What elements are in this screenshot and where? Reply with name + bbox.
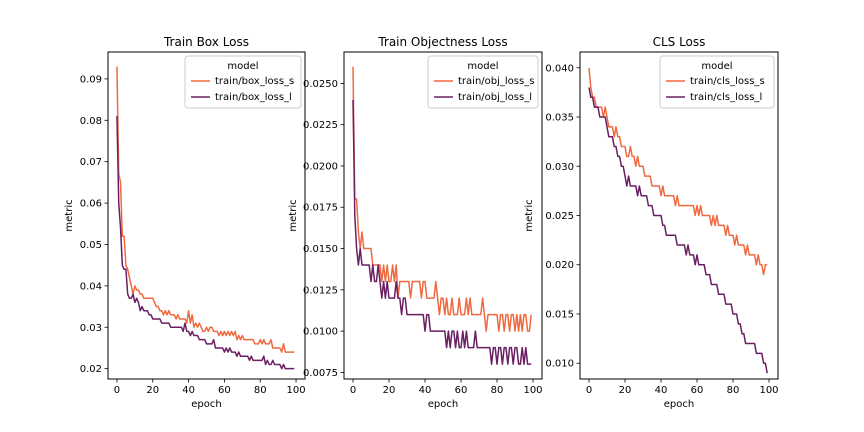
x-tick-label: 20 — [383, 385, 396, 396]
x-tick-label: 0 — [350, 385, 356, 396]
x-tick-label: 40 — [419, 385, 432, 396]
y-tick-label: 0.0200 — [303, 161, 338, 172]
y-tick-label: 0.02 — [80, 364, 102, 375]
y-tick-label: 0.025 — [545, 211, 574, 222]
y-tick-label: 0.08 — [80, 116, 102, 127]
y-tick-label: 0.0125 — [303, 285, 338, 296]
x-tick-label: 0 — [586, 385, 592, 396]
x-axis-label: epoch — [428, 399, 458, 410]
y-axis-label: metric — [288, 199, 299, 231]
y-tick-label: 0.040 — [545, 63, 574, 74]
chart-2: 0 20 40 60 80 100 0.0075 0.0100 0.0125 0.0150 0.01… — [288, 35, 543, 410]
x-tick-label: 0 — [114, 385, 120, 396]
plot-area-frame — [107, 51, 306, 380]
y-tick-label: 0.0150 — [303, 244, 338, 255]
legend-box — [184, 55, 302, 109]
x-tick-label: 100 — [523, 385, 542, 396]
legend-entry-label: train/obj_loss_l — [458, 92, 532, 103]
x-tick-label: 80 — [254, 385, 267, 396]
y-tick-label: 0.04 — [80, 281, 102, 292]
y-tick-label: 0.0250 — [303, 79, 338, 90]
x-tick-label: 80 — [727, 385, 740, 396]
y-tick-label: 0.035 — [545, 113, 574, 124]
series-line-1 — [116, 66, 295, 353]
series-line-1 — [352, 66, 532, 332]
x-axis-label: epoch — [664, 399, 694, 410]
x-tick-label: 20 — [619, 385, 632, 396]
legend-entry-label: train/obj_loss_s — [458, 76, 534, 87]
y-tick-label: 0.09 — [80, 74, 102, 85]
y-tick-label: 0.0175 — [303, 203, 338, 214]
y-tick-label: 0.010 — [545, 359, 574, 370]
y-tick-label: 0.03 — [80, 323, 102, 334]
y-tick-label: 0.015 — [545, 309, 574, 320]
x-tick-label: 60 — [218, 385, 231, 396]
x-tick-label: 20 — [146, 385, 159, 396]
x-axis-label: epoch — [191, 399, 221, 410]
chart-title: CLS Loss — [653, 35, 706, 49]
chart-title: Train Objectness Loss — [377, 35, 507, 49]
x-tick-label: 60 — [455, 385, 468, 396]
series-line-2 — [116, 116, 295, 370]
legend-entry-label: train/box_loss_s — [215, 76, 294, 87]
x-tick-label: 100 — [286, 385, 305, 396]
legend-title: model — [701, 61, 732, 72]
chart-title: Train Box Loss — [163, 35, 249, 49]
legend: model train/box_loss_s train/box_loss_l — [184, 55, 302, 109]
legend-box — [659, 55, 775, 109]
legend-entry-label: train/cls_loss_s — [690, 76, 765, 87]
y-axis-label: metric — [64, 199, 75, 231]
series-line-1 — [588, 67, 768, 276]
x-tick-label: 80 — [491, 385, 504, 396]
y-tick-label: 0.05 — [80, 240, 102, 251]
x-tick-label: 60 — [691, 385, 704, 396]
x-tick-label: 100 — [759, 385, 778, 396]
x-tick-label: 40 — [182, 385, 195, 396]
y-tick-label: 0.0100 — [303, 327, 338, 338]
series-line-2 — [588, 87, 768, 374]
legend-box — [427, 55, 539, 109]
legend-title: model — [467, 61, 498, 72]
chart-3: 0 20 40 60 80 100 0.010 0.015 0.020 0.025 0.030 0.0… — [524, 35, 779, 410]
legend: model train/obj_loss_s train/obj_loss_l — [427, 55, 539, 109]
chart-1: 0 20 40 60 80 100 0.02 0.03 0.04 0.05 0.06 0.07 0.08… — [64, 35, 306, 410]
y-axis-label: metric — [524, 199, 535, 231]
legend-entry-label: train/box_loss_l — [215, 92, 292, 103]
x-tick-label: 40 — [655, 385, 668, 396]
legend-title: model — [227, 61, 258, 72]
y-tick-label: 0.020 — [545, 260, 574, 271]
plot-area-frame — [343, 51, 543, 380]
legend: model train/cls_loss_s train/cls_loss_l — [659, 55, 775, 109]
y-tick-label: 0.030 — [545, 162, 574, 173]
charts-container: 0 20 40 60 80 100 0.02 0.03 0.04 0.05 0.06 0.07 0.08… — [64, 35, 779, 410]
y-tick-label: 0.07 — [80, 157, 102, 168]
y-tick-label: 0.0075 — [303, 368, 338, 379]
series-line-2 — [352, 99, 532, 365]
y-tick-label: 0.0225 — [303, 120, 338, 131]
legend-entry-label: train/cls_loss_l — [690, 92, 762, 103]
y-tick-label: 0.06 — [80, 199, 102, 210]
